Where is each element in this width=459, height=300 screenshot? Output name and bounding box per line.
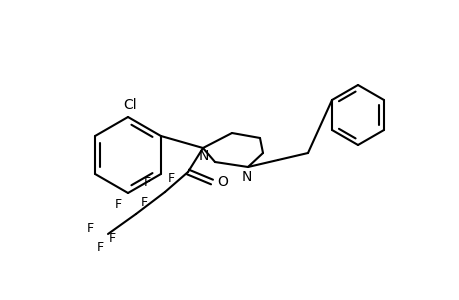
Text: N: N <box>241 170 252 184</box>
Text: F: F <box>108 232 115 244</box>
Text: F: F <box>96 242 103 254</box>
Text: F: F <box>140 196 147 208</box>
Text: F: F <box>143 176 150 188</box>
Text: Cl: Cl <box>123 98 136 112</box>
Text: F: F <box>167 172 174 184</box>
Text: F: F <box>86 221 93 235</box>
Text: N: N <box>198 149 209 163</box>
Text: O: O <box>217 175 227 189</box>
Text: F: F <box>114 197 121 211</box>
